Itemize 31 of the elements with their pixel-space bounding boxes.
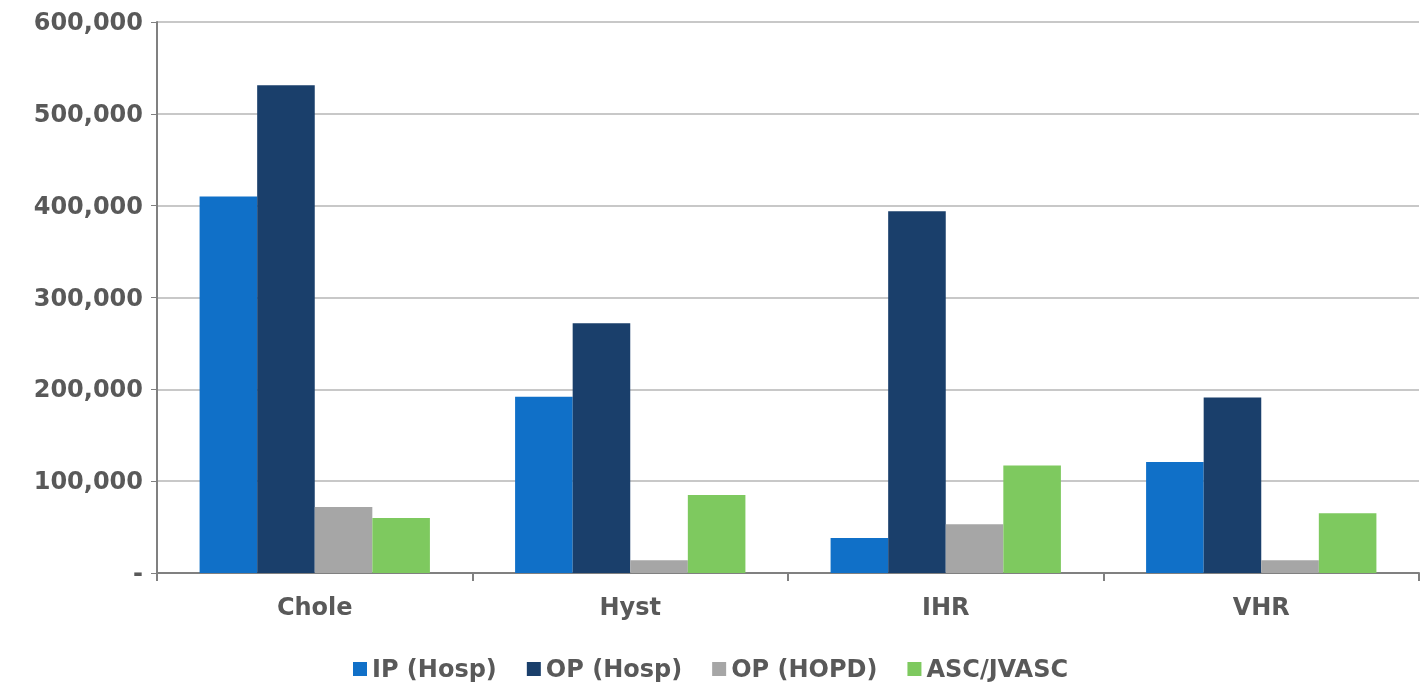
bar — [1261, 560, 1319, 573]
bar — [257, 85, 315, 573]
bar — [1003, 465, 1061, 573]
legend-label: IP (Hosp) — [371, 655, 497, 683]
bar — [515, 396, 573, 573]
bar — [1203, 397, 1262, 573]
bar — [888, 211, 946, 573]
y-tick-label: 600,000 — [33, 8, 143, 36]
bar — [830, 538, 889, 573]
bar — [314, 506, 373, 573]
x-tick-label: IHR — [922, 593, 970, 621]
y-tick-label: 400,000 — [33, 191, 143, 220]
legend-label: ASC/JVASC — [926, 655, 1069, 683]
y-tick-label: 100,000 — [33, 467, 143, 496]
bar — [372, 517, 430, 573]
y-tick-label: - — [133, 559, 143, 587]
bar — [630, 560, 688, 573]
legend-label: OP (Hosp) — [545, 655, 683, 683]
y-tick-label: 300,000 — [33, 283, 143, 312]
bar — [1318, 513, 1377, 573]
y-tick-label: 500,000 — [33, 99, 143, 128]
bar — [199, 196, 258, 573]
legend-label: OP (HOPD) — [731, 655, 878, 683]
bar — [945, 524, 1004, 573]
x-tick-label: Chole — [276, 593, 353, 621]
x-tick-label: VHR — [1232, 593, 1290, 621]
bar — [687, 494, 746, 573]
bar — [572, 323, 631, 573]
y-tick-label: 200,000 — [33, 375, 143, 404]
bar — [1146, 461, 1204, 573]
x-tick-label: Hyst — [599, 593, 661, 621]
